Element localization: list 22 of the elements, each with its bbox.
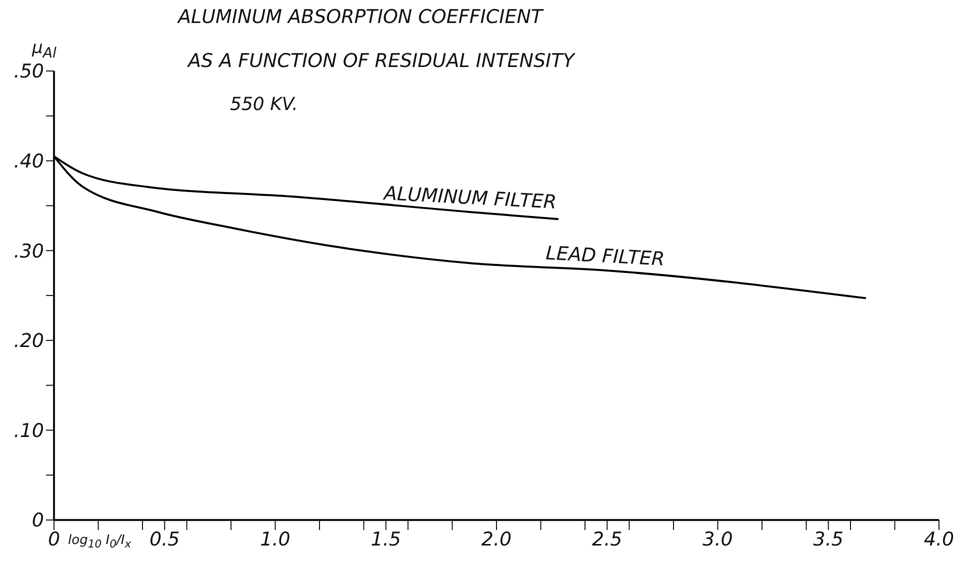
x-tick-label: 1.5 bbox=[370, 528, 401, 550]
annotation: 550 KV. bbox=[230, 94, 298, 115]
x-tick-label: 0 bbox=[48, 528, 60, 550]
y-tick-label: .50 bbox=[14, 60, 44, 83]
x-tick-label: 0.5 bbox=[150, 528, 180, 550]
x-tick-label: 3.5 bbox=[813, 528, 844, 550]
y-tick-label: .30 bbox=[14, 240, 44, 262]
x-tick-label: 1.0 bbox=[260, 528, 290, 550]
x-tick-label: 2.5 bbox=[592, 528, 622, 550]
chart-subtitle: AS A FUNCTION OF RESIDUAL INTENSITY bbox=[188, 50, 574, 72]
x-axis-title: log$_{10}$ I$_{0}$/I$_{x}$ bbox=[68, 533, 132, 551]
y-tick-label: .40 bbox=[14, 150, 44, 173]
series-label: LEAD FILTER bbox=[545, 242, 666, 270]
y-tick-label: .10 bbox=[14, 420, 44, 442]
x-tick-label: 2.0 bbox=[481, 528, 512, 550]
chart-title: ALUMINUM ABSORPTION COEFFICIENT bbox=[178, 6, 543, 28]
series-label: ALUMINUM FILTER bbox=[381, 182, 558, 214]
x-tick-label: 3.0 bbox=[702, 528, 733, 550]
y-axis-title: μ$_{Al}$ bbox=[32, 38, 56, 62]
y-tick-label: 0 bbox=[32, 510, 44, 532]
y-tick-label: .20 bbox=[14, 330, 44, 352]
x-tick-label: 4.0 bbox=[924, 528, 954, 550]
